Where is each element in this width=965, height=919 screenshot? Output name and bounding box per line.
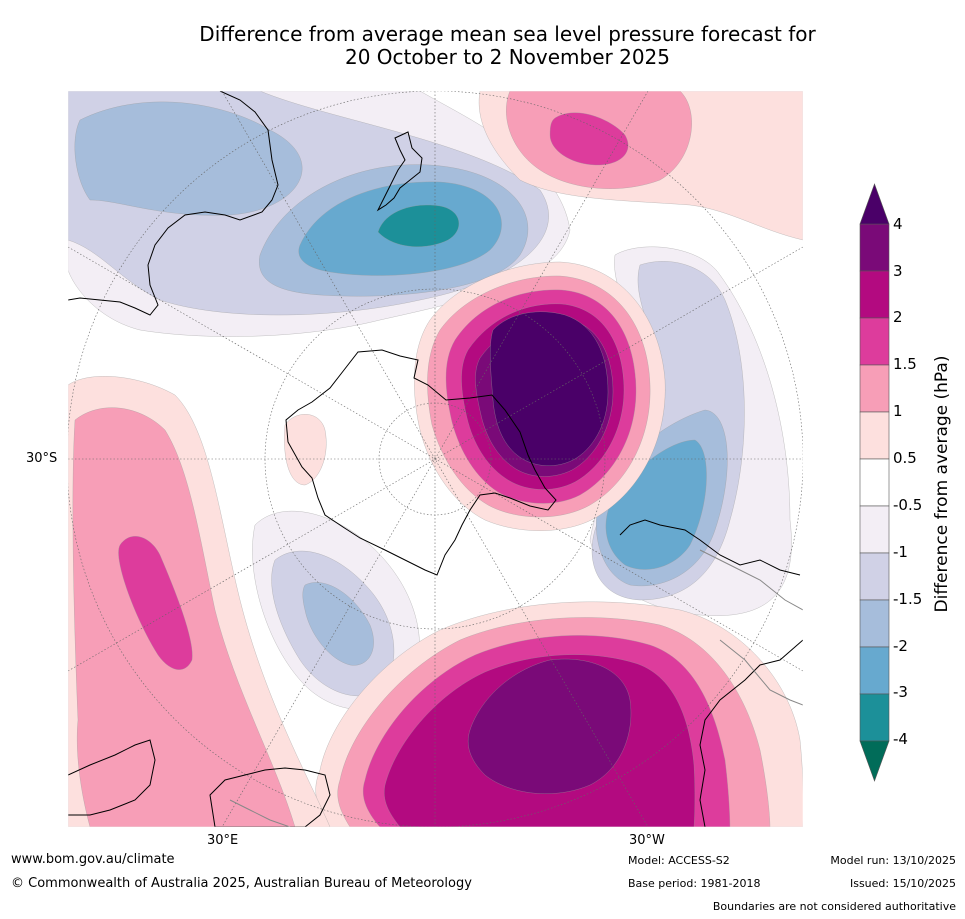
anomaly-high-amundsen — [414, 261, 666, 531]
south-america-coastline-north — [619, 519, 801, 576]
map-panel — [68, 91, 803, 827]
map-title-line-1: Difference from average mean sea level p… — [199, 22, 816, 46]
colorbar — [859, 183, 890, 782]
colorbar-tick-label: 2 — [893, 308, 903, 326]
map-title-line-2: 20 October to 2 November 2025 — [344, 45, 671, 69]
anomaly-contour-b1-5-2 — [549, 112, 629, 166]
antarctica-coastline — [285, 349, 557, 576]
australia-coastline — [68, 91, 279, 316]
colorbar-segment-b1-5-2 — [859, 317, 890, 366]
issued-date: Issued: 15/10/2025 — [849, 877, 956, 890]
colorbar-tick-label: -1 — [893, 543, 908, 561]
colorbar-tick-label: 0.5 — [893, 449, 917, 467]
colorbar-segment-b3-4 — [859, 223, 890, 272]
colorbar-tick-label: -3 — [893, 683, 908, 701]
colorbar-segment-m1-5-2 — [859, 599, 890, 648]
anomaly-high-indian-west — [68, 376, 331, 827]
model-run-date: Model run: 13/10/2025 — [830, 854, 956, 867]
colorbar-segment-neutral — [859, 458, 890, 507]
anomaly-high-south-pacific-north — [478, 91, 803, 241]
bom-website-link[interactable]: www.bom.gov.au/climate — [11, 852, 175, 867]
colorbar-tick-label: 1.5 — [893, 355, 917, 373]
madagascar-east-coastline — [68, 739, 156, 816]
africa-coastline — [699, 639, 803, 827]
colorbar-segment-b1-1-5 — [859, 364, 890, 413]
anomaly-contour-m3-4 — [377, 204, 459, 247]
colorbar-title: Difference from average (hPa) — [932, 355, 952, 613]
colorbar-tick-label: 3 — [893, 262, 903, 280]
latitude-label-30s: 30°S — [26, 451, 58, 466]
anomaly-contour-gt4 — [490, 311, 609, 466]
anomaly-contour-m1-5-2 — [74, 101, 303, 216]
copyright-notice: © Commonwealth of Australia 2025, Austra… — [11, 876, 472, 891]
boundaries-disclaimer: Boundaries are not considered authoritat… — [712, 900, 956, 913]
colorbar-segment-m3-4 — [859, 693, 890, 742]
anomaly-contour-m2-3 — [605, 439, 707, 570]
colorbar-tick-label: -0.5 — [893, 496, 923, 514]
graticule — [68, 91, 803, 827]
anomaly-low-pacific — [68, 91, 571, 337]
country-boundaries — [229, 549, 803, 827]
longitude-label-30w: 30°W — [629, 833, 665, 848]
colorbar-segment-b0-5-1 — [859, 411, 890, 460]
colorbar-tick-label: -2 — [893, 637, 908, 655]
colorbar-tick-label: 1 — [893, 402, 903, 420]
anomaly-contour-m1-5-2 — [302, 582, 374, 666]
anomaly-high-south-atlantic — [315, 601, 803, 827]
anomaly-contour-b3-4 — [467, 658, 632, 794]
colorbar-segment-m0-5-1 — [859, 505, 890, 554]
coastlines — [68, 91, 803, 827]
new-zealand-coastline — [376, 131, 423, 212]
base-period: Base period: 1981-2018 — [628, 877, 761, 890]
colorbar-tick-label: 4 — [893, 215, 903, 233]
anomaly-low-indian — [68, 511, 420, 796]
colorbar-extend-high-arrow — [859, 183, 890, 225]
anomaly-contour-b1-5-2 — [118, 536, 193, 670]
colorbar-tick-label: -4 — [893, 730, 908, 748]
longitude-label-30e: 30°E — [207, 833, 239, 848]
southern-australia-coastline — [209, 767, 331, 827]
colorbar-tick-label: -1.5 — [893, 590, 923, 608]
colorbar-segment-b2-3 — [859, 270, 890, 319]
model-name: Model: ACCESS-S2 — [628, 854, 730, 867]
anomaly-contour-b0-5-1 — [284, 414, 327, 486]
colorbar-extend-low-arrow — [859, 740, 890, 782]
colorbar-segment-m2-3 — [859, 646, 890, 695]
colorbar-segment-m1-1-5 — [859, 552, 890, 601]
